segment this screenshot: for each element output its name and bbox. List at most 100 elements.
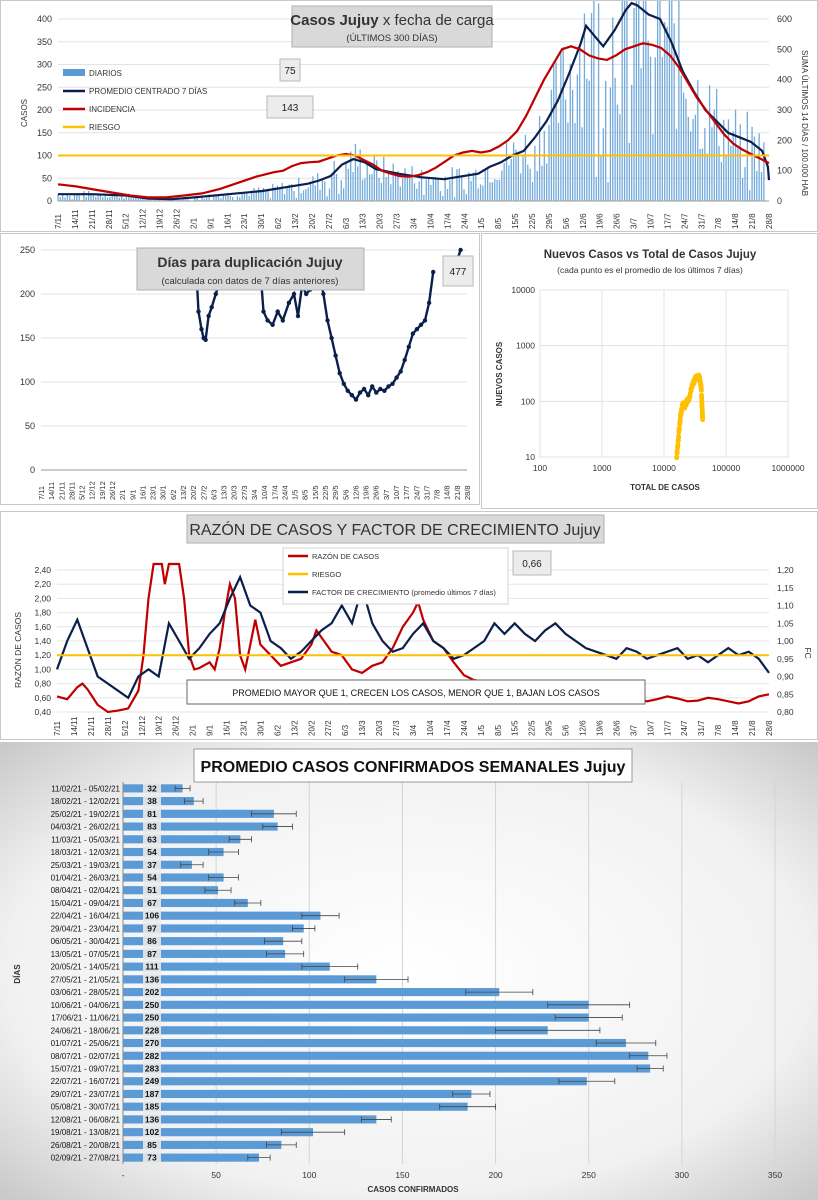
bar-diarios: [314, 185, 316, 201]
bar-diarios: [243, 192, 246, 201]
chart-nuevos-vs-total-panel: 100 1000 10000 100000 1000000 10 100 1000 10000 …: [481, 233, 818, 509]
bar: [123, 988, 500, 997]
bar-diarios: [439, 191, 442, 201]
bar-diarios: [392, 163, 394, 201]
value-label-box: [143, 1037, 161, 1050]
value-label-box: [143, 1075, 161, 1088]
bar-diarios: [378, 177, 380, 201]
x-tick-label: 27/2: [199, 485, 208, 500]
bar-diarios: [515, 149, 517, 201]
series-point: [390, 381, 395, 386]
bar-diarios: [453, 197, 456, 201]
x-tick-label: 21/11: [87, 716, 96, 736]
bar-diarios: [76, 193, 78, 201]
bar-diarios: [678, 1, 680, 201]
bar-diarios: [121, 195, 123, 201]
row-label: 27/05/21 - 21/05/21: [51, 975, 121, 984]
y-tick-label: 0,60: [34, 693, 51, 703]
bar-diarios: [732, 131, 734, 201]
bar-diarios: [614, 77, 616, 201]
bar-diarios: [716, 89, 718, 201]
x-tick-label: 2/1: [118, 490, 127, 500]
bar-diarios: [324, 181, 326, 201]
value-label-box: [143, 909, 161, 922]
bar-diarios: [222, 195, 224, 201]
x-tick-label: 150: [395, 1170, 409, 1180]
chart-casos: 0 50 100 150 200 250 300 350 400 0 100 200 300 400 500…: [20, 1, 809, 229]
x-tick-label: 10/7: [647, 213, 656, 229]
value-label: 111: [145, 962, 159, 972]
value-label-box: [143, 935, 161, 948]
x-tick-label: 6/2: [169, 490, 178, 500]
x-tick-label: 29/5: [331, 485, 340, 500]
x-tick-label: 10/4: [260, 485, 269, 500]
y-tick-label: 2,40: [34, 565, 51, 575]
x-tick-label: 10/7: [392, 485, 401, 500]
value-label-box: [143, 795, 161, 808]
bar: [123, 898, 248, 908]
x-tick-label: 27/3: [240, 485, 249, 500]
bar-diarios: [548, 124, 550, 201]
y-tick-label: 1000: [516, 341, 535, 351]
scatter-point: [677, 418, 683, 423]
row-label: 15/07/21 - 09/07/21: [51, 1065, 121, 1074]
bar-diarios: [427, 178, 430, 201]
bar-diarios: [432, 177, 434, 201]
row-label: 11/02/21 - 05/02/21: [51, 784, 120, 793]
row-label: 01/07/21 - 25/06/21: [51, 1039, 121, 1048]
series-point: [206, 313, 211, 319]
series-point: [295, 313, 301, 319]
bar-diarios: [128, 193, 130, 201]
x-tick-label: 100: [302, 1170, 316, 1180]
bar-diarios: [741, 177, 744, 201]
y-axis-label-right: FC: [803, 647, 813, 658]
x-tick-label: 19/6: [596, 213, 605, 229]
bar: [123, 1026, 548, 1035]
bar-diarios: [633, 7, 635, 202]
bar-diarios: [286, 187, 288, 201]
x-tick-label: 7/11: [53, 720, 62, 736]
chart-title: Nuevos Casos vs Total de Casos Jujuy: [544, 249, 757, 261]
bar-diarios: [347, 168, 349, 201]
x-axis-label: CASOS CONFIRMADOS: [367, 1185, 459, 1194]
chart-casos-panel: 0 50 100 150 200 250 300 350 400 0 100 200 300 400 500…: [0, 0, 818, 232]
bar-diarios: [475, 169, 477, 201]
bar-diarios: [156, 199, 158, 201]
bar: [123, 847, 224, 857]
series-point: [333, 353, 338, 358]
row-label: 04/03/21 - 26/02/21: [51, 823, 121, 832]
y-tick-label-right: 0,90: [777, 672, 794, 682]
bar-diarios: [291, 183, 293, 201]
x-tick-label: 24/4: [280, 485, 289, 500]
bar-diarios: [456, 169, 458, 201]
bar-diarios: [744, 167, 746, 201]
bar-diarios: [463, 189, 465, 201]
bar-diarios: [534, 145, 536, 201]
x-tick-label: 24/4: [460, 213, 469, 229]
series-point: [406, 344, 411, 349]
bar-diarios: [279, 188, 281, 201]
x-tick-label: 9/1: [128, 490, 137, 500]
value-label: 282: [145, 1051, 159, 1061]
series-point: [349, 393, 355, 398]
annotation-text: PROMEDIO MAYOR QUE 1, CRECEN LOS CASOS, …: [232, 688, 599, 698]
x-tick-label: 21/8: [748, 720, 757, 736]
series-point: [374, 390, 379, 395]
value-label-box: [143, 896, 161, 909]
value-label-box: [143, 1113, 161, 1126]
bar-diarios: [605, 80, 607, 201]
y-axis-label-right: SUMA ÚLTIMOS 14 DÍAS / 100.000 HAB: [800, 50, 809, 196]
bar-diarios: [482, 185, 484, 201]
y-tick-label: 150: [37, 128, 52, 138]
bar-diarios: [201, 197, 203, 201]
bar-diarios: [300, 193, 302, 201]
bar-diarios: [673, 23, 675, 202]
bar-diarios: [444, 176, 446, 201]
y-tick-label-right: 1,20: [777, 565, 794, 575]
bar-diarios: [501, 170, 503, 201]
bar-diarios: [602, 128, 604, 201]
bar-diarios: [109, 196, 111, 201]
value-label: 106: [145, 911, 159, 921]
bar-diarios: [418, 181, 420, 201]
y-tick-label: 2,00: [34, 593, 51, 603]
